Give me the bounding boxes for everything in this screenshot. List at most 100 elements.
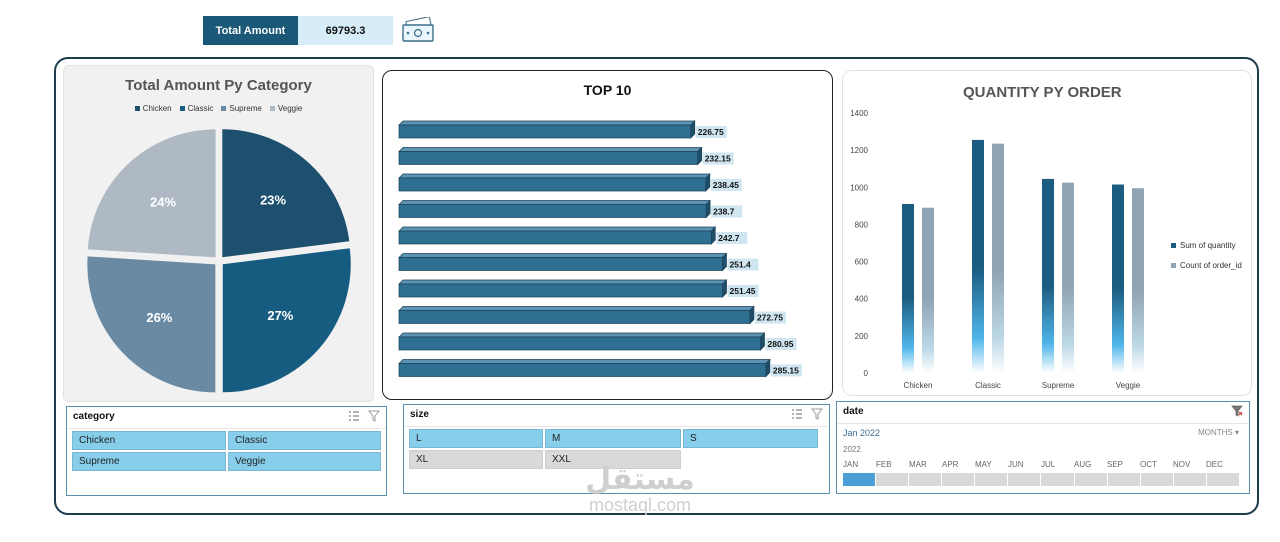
column-bar	[1042, 178, 1054, 373]
multi-select-icon[interactable]	[348, 410, 360, 422]
size-l-button[interactable]: L	[409, 429, 543, 448]
y-tick-label: 1000	[850, 183, 868, 192]
bar-data-label-bg	[770, 364, 802, 377]
timeline-month-cell[interactable]	[942, 473, 975, 486]
size-slicer-title: size	[410, 409, 429, 420]
legend-swatch	[1171, 242, 1176, 248]
chevron-down-icon: ▾	[1234, 428, 1239, 437]
pie-slice-supreme	[87, 256, 216, 393]
multi-select-icon[interactable]	[791, 408, 803, 420]
column-chart: 0 200 400 600 800 1000 1200 1400 Chicken Classic S…	[850, 109, 1144, 390]
column-legend-label: Count of order_id	[1180, 260, 1242, 270]
pie-legend-item: Classic	[179, 104, 214, 113]
bar-front-face	[398, 363, 767, 377]
timeline-month-cell[interactable]	[909, 473, 942, 486]
timeline-month-cell[interactable]	[1173, 473, 1206, 486]
timeline-month-label: AUG	[1074, 460, 1092, 469]
timeline-month-cell[interactable]	[1206, 473, 1239, 486]
y-tick-label: 800	[855, 220, 869, 229]
size-m-button[interactable]: M	[545, 429, 681, 448]
bar-data-label-bg	[727, 285, 759, 297]
x-tick-label: Supreme	[1042, 381, 1075, 390]
timeline-month-cell[interactable]	[1140, 473, 1173, 486]
timeline-month-label: DEC	[1206, 460, 1223, 469]
bar-data-label-bg	[695, 126, 727, 138]
timeline-month-cell[interactable]	[975, 473, 1008, 486]
y-tick-label: 600	[855, 258, 869, 267]
top10-bar	[398, 305, 755, 325]
top10-bar	[398, 146, 703, 166]
total-amount-card: Total Amount 69793.3	[203, 16, 393, 45]
bar-top-face	[398, 306, 755, 311]
clear-filter-icon[interactable]	[1231, 405, 1243, 417]
bar-data-label: 242.7	[718, 233, 740, 243]
timeline-track[interactable]	[843, 473, 1239, 486]
pie-data-label: 23%	[260, 193, 286, 208]
category-veggie-button[interactable]: Veggie	[228, 452, 381, 471]
x-tick-label: Veggie	[1116, 381, 1141, 390]
timeline-month-label: OCT	[1140, 460, 1157, 469]
pie-legend-label: Classic	[187, 104, 214, 113]
timeline-month-label: JAN	[843, 460, 859, 469]
size-xxl-button[interactable]: XXL	[545, 450, 681, 469]
column-legend-item: Sum of quantity	[1171, 235, 1242, 255]
category-supreme-button[interactable]: Supreme	[72, 452, 226, 471]
category-slicer-title: category	[73, 411, 115, 422]
bar-data-label-bg	[727, 258, 759, 271]
pie-data-label: 27%	[267, 308, 293, 323]
timeline-month-label: JUN	[1008, 460, 1024, 469]
bar-data-label: 238.45	[713, 180, 739, 190]
timeline-month-cell[interactable]	[1107, 473, 1140, 486]
top10-bar	[398, 358, 771, 378]
pie-data-label: 24%	[150, 194, 176, 209]
top10-bar	[398, 173, 711, 192]
size-xl-button[interactable]: XL	[409, 450, 543, 469]
column-bar	[992, 143, 1004, 373]
timeline-month-cell[interactable]	[876, 473, 909, 486]
bar-data-label: 272.75	[757, 313, 783, 323]
timeline-month-labels: JAN FEB MAR APR MAY JUN JUL AUG SEP OCT NOV DEC	[843, 460, 1239, 469]
bar-top-face	[398, 147, 703, 152]
bar-data-label: 226.75	[698, 127, 724, 137]
category-classic-button[interactable]: Classic	[228, 431, 381, 450]
pie-chart: 23% 27% 26% 24%	[87, 129, 351, 393]
bar-front-face	[398, 230, 712, 245]
column-chart-panel: QUANTITY PY ORDER 0 200 400 600 800 1000 1200 1…	[842, 70, 1252, 396]
column-chart-title: QUANTITY PY ORDER	[963, 84, 1122, 101]
bar-front-face	[398, 151, 699, 165]
timeline-month-cell[interactable]	[1008, 473, 1041, 486]
bar-front-face	[398, 177, 707, 192]
pie-legend-label: Supreme	[229, 104, 262, 113]
bar-top-face	[398, 173, 711, 179]
pie-chart-panel: Total Amount Py Category Chicken Classic S…	[63, 65, 374, 402]
clear-filter-icon[interactable]	[368, 410, 380, 422]
timeline-month-cell[interactable]	[1041, 473, 1074, 486]
bar-data-label-bg	[702, 152, 734, 165]
column-bar	[902, 204, 914, 373]
pie-legend-item: Supreme	[221, 104, 262, 113]
x-tick-label: Chicken	[904, 381, 933, 390]
date-selection-label: Jan 2022	[843, 428, 881, 438]
size-slicer: size L M S XL XXL	[403, 404, 830, 494]
bar-top-face	[398, 253, 728, 258]
column-bar	[922, 207, 934, 373]
money-icon	[402, 17, 434, 42]
top10-bar	[398, 332, 766, 351]
bar-chart: 226.75 232.15 238.45 238.7 242.7 251.4 251.45 2…	[398, 120, 802, 378]
bar-data-label-bg	[754, 311, 786, 324]
bar-data-label: 251.4	[729, 260, 751, 270]
pie-slice-classic	[222, 248, 351, 393]
column-chart-legend: Sum of quantity Count of order_id	[1171, 235, 1242, 275]
size-s-button[interactable]: S	[683, 429, 818, 448]
clear-filter-icon[interactable]	[811, 408, 823, 420]
category-chicken-button[interactable]: Chicken	[72, 431, 226, 450]
bar-data-label: 280.95	[767, 339, 793, 349]
y-tick-label: 0	[864, 369, 869, 378]
timeline-month-cell[interactable]	[1074, 473, 1107, 486]
time-level-dropdown[interactable]: MONTHS ▾	[1198, 428, 1239, 437]
watermark: مستقل mostaql.com	[565, 465, 715, 516]
bar-data-label: 251.45	[730, 286, 756, 296]
timeline-month-cell[interactable]	[843, 473, 876, 486]
column-bar	[1132, 188, 1144, 373]
pie-legend-item: Chicken	[134, 104, 172, 113]
